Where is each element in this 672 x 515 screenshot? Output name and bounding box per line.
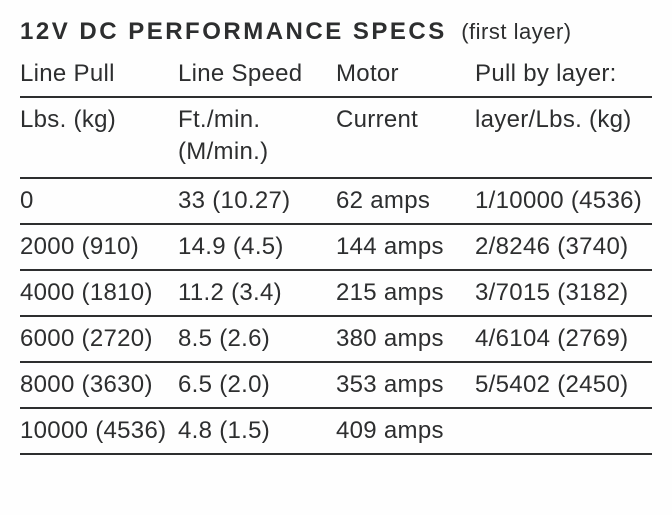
- cell-motor: 215 amps: [336, 270, 475, 316]
- col-header-pull-layer: Pull by layer:: [475, 56, 652, 97]
- title-main: 12V DC PERFORMANCE SPECS: [20, 18, 447, 45]
- col-header-motor: Motor: [336, 56, 475, 97]
- cell-motor: 409 amps: [336, 408, 475, 454]
- cell-line-speed: 33 (10.27): [178, 178, 336, 224]
- cell-line-speed: 8.5 (2.6): [178, 316, 336, 362]
- cell-line-speed: 11.2 (3.4): [178, 270, 336, 316]
- page-title: 12V DC PERFORMANCE SPECS (first layer): [20, 18, 652, 46]
- col-header-line-pull: Line Pull: [20, 56, 178, 97]
- cell-motor: 144 amps: [336, 224, 475, 270]
- cell-pull-layer: 2/8246 (3740): [475, 224, 652, 270]
- cell-pull-layer: 5/5402 (2450): [475, 362, 652, 408]
- col-header-line-speed: Line Speed: [178, 56, 336, 97]
- cell-line-pull: 2000 (910): [20, 224, 178, 270]
- cell-line-speed: 14.9 (4.5): [178, 224, 336, 270]
- table-row: 6000 (2720) 8.5 (2.6) 380 amps 4/6104 (2…: [20, 316, 652, 362]
- table-row: 10000 (4536) 4.8 (1.5) 409 amps: [20, 408, 652, 454]
- cell-line-pull: 0: [20, 178, 178, 224]
- table-row: 8000 (3630) 6.5 (2.0) 353 amps 5/5402 (2…: [20, 362, 652, 408]
- table-header-row-units: Lbs. (kg) Ft./min. (M/min.) Current laye…: [20, 97, 652, 178]
- cell-motor: 62 amps: [336, 178, 475, 224]
- table-row: 4000 (1810) 11.2 (3.4) 215 amps 3/7015 (…: [20, 270, 652, 316]
- table-body: 0 33 (10.27) 62 amps 1/10000 (4536) 2000…: [20, 178, 652, 454]
- col-unit-pull-layer: layer/Lbs. (kg): [475, 97, 652, 178]
- cell-line-pull: 6000 (2720): [20, 316, 178, 362]
- cell-line-pull: 10000 (4536): [20, 408, 178, 454]
- cell-pull-layer: 3/7015 (3182): [475, 270, 652, 316]
- cell-pull-layer: [475, 408, 652, 454]
- specs-table: Line Pull Line Speed Motor Pull by layer…: [20, 56, 652, 455]
- col-unit-line-speed: Ft./min. (M/min.): [178, 97, 336, 178]
- cell-line-pull: 8000 (3630): [20, 362, 178, 408]
- cell-line-pull: 4000 (1810): [20, 270, 178, 316]
- cell-motor: 353 amps: [336, 362, 475, 408]
- cell-line-speed: 4.8 (1.5): [178, 408, 336, 454]
- table-row: 0 33 (10.27) 62 amps 1/10000 (4536): [20, 178, 652, 224]
- table-header-row-labels: Line Pull Line Speed Motor Pull by layer…: [20, 56, 652, 97]
- table-row: 2000 (910) 14.9 (4.5) 144 amps 2/8246 (3…: [20, 224, 652, 270]
- cell-motor: 380 amps: [336, 316, 475, 362]
- cell-pull-layer: 1/10000 (4536): [475, 178, 652, 224]
- cell-line-speed: 6.5 (2.0): [178, 362, 336, 408]
- title-sub: (first layer): [461, 19, 571, 44]
- cell-pull-layer: 4/6104 (2769): [475, 316, 652, 362]
- col-unit-line-pull: Lbs. (kg): [20, 97, 178, 178]
- col-unit-motor: Current: [336, 97, 475, 178]
